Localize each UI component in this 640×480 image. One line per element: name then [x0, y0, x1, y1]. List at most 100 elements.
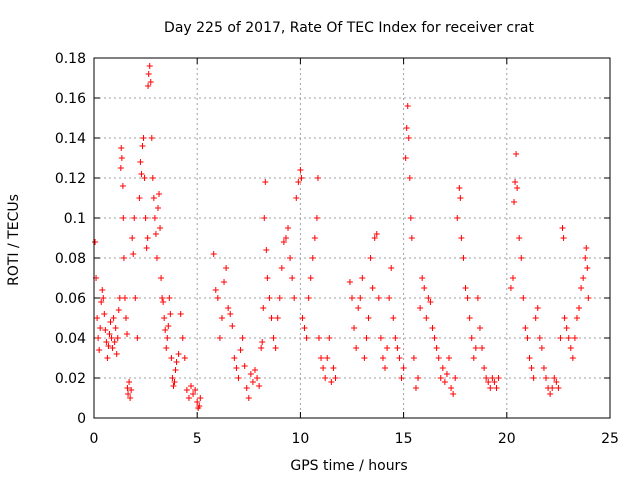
data-point	[139, 143, 146, 149]
data-point	[102, 327, 109, 333]
data-point	[458, 235, 465, 241]
data-point	[493, 385, 500, 391]
data-point	[183, 387, 190, 393]
data-point	[468, 335, 475, 341]
data-point	[106, 331, 113, 337]
data-point	[164, 335, 171, 341]
data-point	[116, 295, 123, 301]
data-point	[237, 347, 244, 353]
data-point	[375, 295, 382, 301]
data-point	[119, 183, 126, 189]
data-point	[259, 339, 266, 345]
y-axis-ticks: 0 0.02 0.04 0.06 0.08 0.1 0.12 0.14 0.16 0.18	[55, 51, 610, 427]
data-point	[297, 167, 304, 173]
data-point	[301, 325, 308, 331]
data-point	[179, 335, 186, 341]
data-point	[158, 275, 165, 281]
data-point	[402, 155, 409, 161]
data-point	[569, 355, 576, 361]
data-point	[233, 365, 240, 371]
data-point	[578, 285, 585, 291]
data-point	[115, 307, 122, 313]
data-point	[513, 151, 520, 157]
data-point	[289, 275, 296, 281]
data-point	[315, 335, 322, 341]
data-point	[268, 315, 275, 321]
data-point	[408, 235, 415, 241]
data-point	[512, 179, 519, 185]
data-point	[127, 395, 134, 401]
data-point	[446, 355, 453, 361]
data-point	[377, 335, 384, 341]
data-point	[448, 385, 455, 391]
data-point	[247, 371, 254, 377]
data-point	[172, 367, 179, 373]
data-point	[398, 375, 405, 381]
data-point	[118, 145, 125, 151]
data-point	[108, 335, 115, 341]
data-point	[563, 325, 570, 331]
data-point	[97, 325, 104, 331]
data-point	[270, 335, 277, 341]
data-point	[150, 195, 157, 201]
data-point	[96, 347, 103, 353]
data-point	[214, 295, 221, 301]
data-point	[251, 367, 258, 373]
x-tick-label: 25	[601, 431, 619, 447]
data-point	[524, 335, 531, 341]
data-point	[582, 255, 589, 261]
data-point	[462, 285, 469, 291]
data-point	[98, 299, 105, 305]
data-point	[412, 385, 419, 391]
data-point	[452, 375, 459, 381]
data-point	[322, 375, 329, 381]
y-tick-label: 0.08	[55, 251, 86, 267]
data-point	[481, 365, 488, 371]
data-point	[210, 251, 217, 257]
data-point	[479, 345, 486, 351]
data-point	[405, 135, 412, 141]
data-point	[487, 385, 494, 391]
y-tick-label: 0.04	[55, 331, 86, 347]
data-point	[197, 395, 204, 401]
data-point	[137, 159, 144, 165]
data-point	[305, 295, 312, 301]
data-point	[142, 215, 149, 221]
data-point	[94, 315, 101, 321]
data-point	[120, 255, 127, 261]
data-points	[92, 63, 592, 411]
data-point	[141, 175, 148, 181]
data-point	[173, 359, 180, 365]
data-point	[349, 295, 355, 301]
data-point	[549, 385, 556, 391]
data-point	[188, 383, 195, 389]
data-point	[307, 275, 314, 281]
data-point	[285, 225, 292, 231]
data-point	[109, 345, 116, 351]
data-point	[114, 335, 121, 341]
data-point	[415, 375, 422, 381]
data-point	[151, 215, 158, 221]
data-point	[130, 251, 137, 257]
data-point	[489, 375, 496, 381]
data-point	[313, 215, 320, 221]
data-point	[196, 403, 203, 409]
data-point	[282, 235, 289, 241]
data-point	[113, 351, 120, 357]
data-point	[145, 83, 152, 89]
data-point	[169, 375, 176, 381]
data-point	[258, 345, 265, 351]
data-point	[134, 335, 141, 341]
y-tick-label: 0.16	[55, 91, 86, 107]
data-point	[571, 335, 578, 341]
data-point	[167, 311, 174, 317]
data-point	[163, 345, 170, 351]
data-point	[400, 365, 407, 371]
data-point	[382, 365, 389, 371]
data-point	[110, 315, 117, 321]
data-point	[298, 175, 305, 181]
x-tick-label: 5	[193, 431, 202, 447]
data-point	[218, 315, 225, 321]
data-point	[583, 245, 590, 251]
